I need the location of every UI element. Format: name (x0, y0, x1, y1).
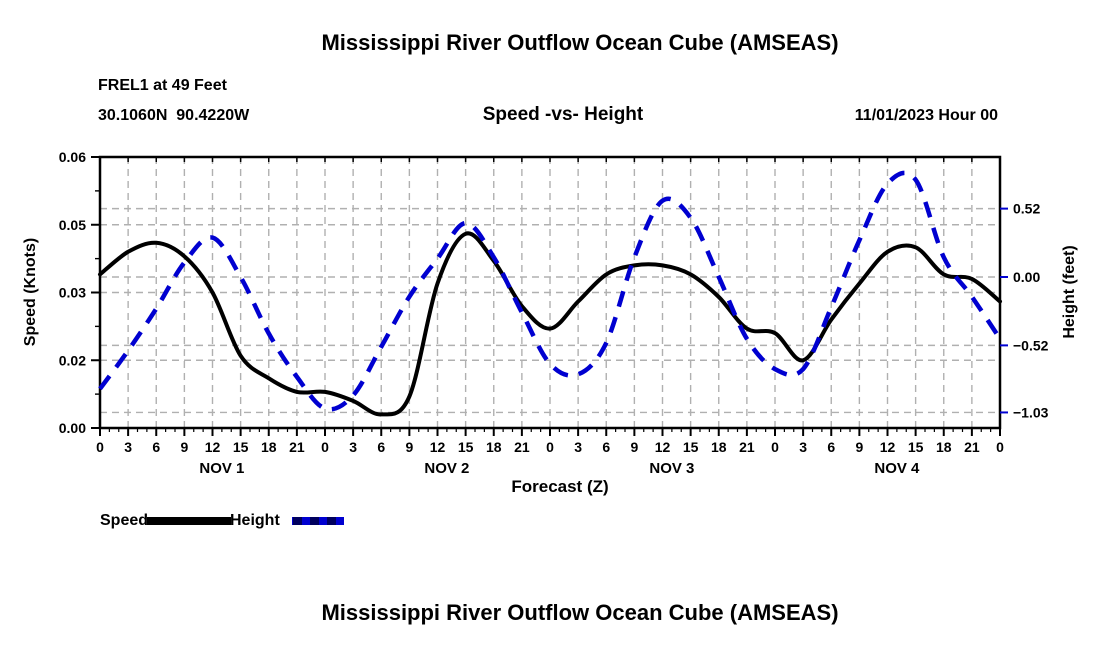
x-tick-label: 12 (430, 439, 446, 455)
x-tick-label: 21 (739, 439, 755, 455)
left-axis-title: Speed (Knots) (22, 237, 39, 347)
y-left-tick-label: 0.02 (59, 352, 86, 368)
day-label: NOV 4 (874, 460, 920, 477)
x-tick-label: 18 (486, 439, 502, 455)
x-tick-label: 9 (405, 439, 413, 455)
legend-height-label: Height (230, 512, 280, 529)
x-tick-label: 9 (180, 439, 188, 455)
x-tick-label: 15 (233, 439, 249, 455)
x-tick-label: 21 (964, 439, 980, 455)
legend-speed-label: Speed (100, 512, 149, 529)
x-tick-label: 15 (458, 439, 474, 455)
x-tick-label: 12 (880, 439, 896, 455)
x-tick-label: 0 (546, 439, 554, 455)
day-label: NOV 3 (649, 460, 694, 477)
y-left-tick-label: 0.05 (59, 217, 86, 233)
datetime-label: 11/01/2023 Hour 00 (854, 107, 998, 124)
x-tick-label: 6 (827, 439, 835, 455)
x-tick-label: 3 (349, 439, 357, 455)
x-tick-label: 3 (124, 439, 132, 455)
station-coordinates-label: 30.1060N 90.4220W (98, 107, 250, 124)
y-left-tick-label: 0.03 (59, 285, 86, 301)
day-label: NOV 2 (424, 460, 469, 477)
x-tick-label: 18 (936, 439, 952, 455)
station-name-label: FREL1 at 49 Feet (98, 77, 227, 94)
height-curve (98, 170, 1002, 412)
page-title: Mississippi River Outflow Ocean Cube (AM… (321, 30, 839, 55)
x-tick-label: 18 (261, 439, 277, 455)
y-right-tick-label: −0.52 (1013, 337, 1049, 353)
x-tick-label: 21 (289, 439, 305, 455)
y-left-tick-label: 0.00 (59, 420, 86, 436)
x-tick-label: 12 (205, 439, 221, 455)
legend-speed-swatch (147, 517, 231, 525)
x-tick-label: 3 (574, 439, 582, 455)
plot-subtitle: Speed -vs- Height (482, 104, 644, 125)
x-tick-label: 3 (799, 439, 807, 455)
right-axis-title: Height (feet) (1061, 245, 1078, 339)
x-tick-label: 0 (996, 439, 1004, 455)
x-tick-label: 0 (771, 439, 779, 455)
speed-curve (98, 231, 1002, 417)
y-right-tick-label: 0.00 (1013, 269, 1040, 285)
x-tick-label: 0 (321, 439, 329, 455)
y-right-tick-label: −1.03 (1013, 404, 1049, 420)
x-axis-title: Forecast (Z) (511, 477, 609, 496)
x-tick-label: 6 (152, 439, 160, 455)
x-tick-label: 15 (908, 439, 924, 455)
second-chart-title: Mississippi River Outflow Ocean Cube (AM… (321, 600, 839, 625)
x-tick-label: 12 (655, 439, 671, 455)
x-tick-label: 6 (602, 439, 610, 455)
day-label: NOV 1 (199, 460, 244, 477)
x-tick-label: 21 (514, 439, 530, 455)
x-tick-label: 15 (683, 439, 699, 455)
y-right-tick-label: 0.52 (1013, 201, 1040, 217)
y-left-tick-label: 0.06 (59, 149, 86, 165)
x-tick-label: 0 (96, 439, 104, 455)
x-tick-label: 9 (855, 439, 863, 455)
x-tick-label: 6 (377, 439, 385, 455)
x-tick-label: 18 (711, 439, 727, 455)
x-tick-label: 9 (630, 439, 638, 455)
